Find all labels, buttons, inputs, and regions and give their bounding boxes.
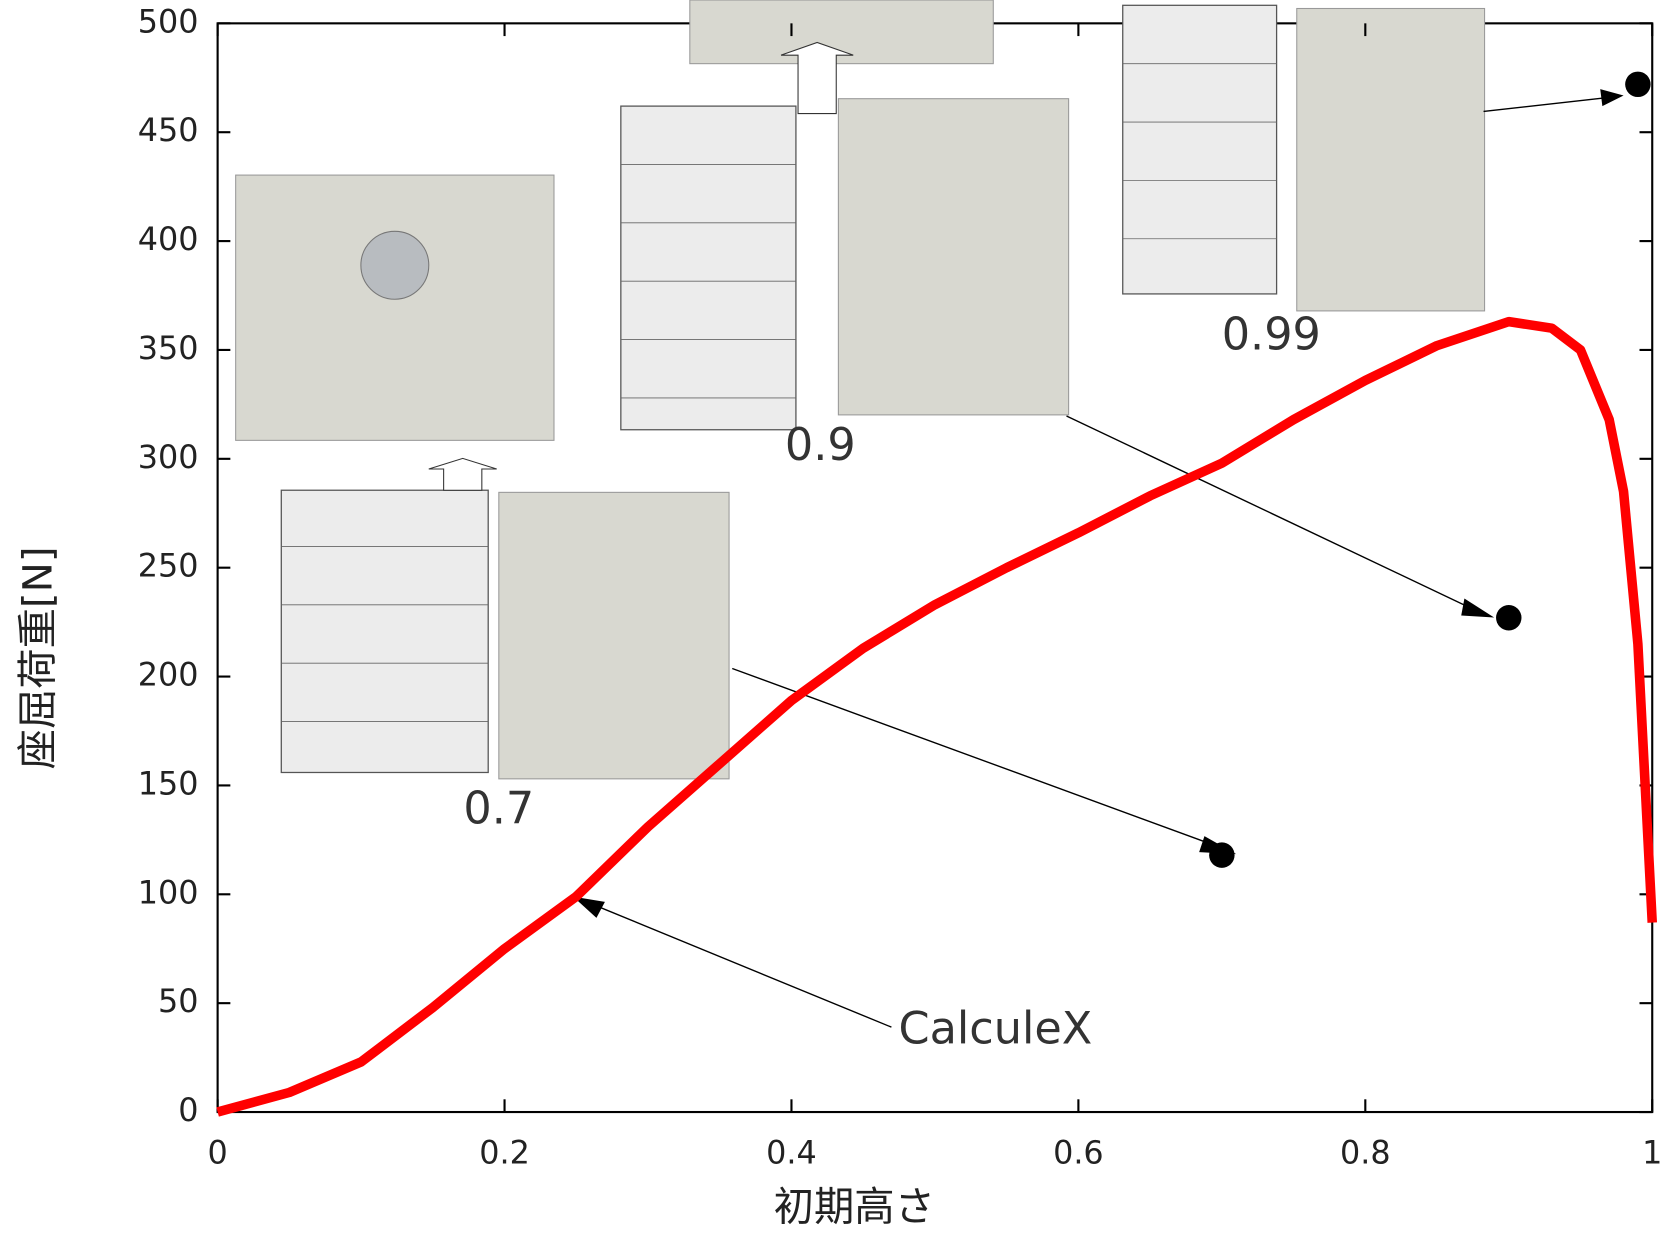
pointer-line [1066, 415, 1476, 611]
up-arrow [428, 457, 497, 491]
x-tick-label: 0.6 [1053, 1133, 1104, 1171]
curve [216, 316, 1658, 1117]
y-tick-label: 200 [138, 656, 199, 694]
pointer-line [1483, 96, 1608, 113]
bolt [360, 230, 430, 300]
mesh-lines [281, 63, 1277, 722]
data-point [1625, 71, 1651, 98]
y-tick-label: 400 [138, 220, 199, 258]
series-label: CalculeX [899, 1002, 1093, 1054]
mesh-model [280, 489, 489, 774]
arrowhead [1600, 89, 1624, 107]
data-point [1496, 605, 1522, 631]
mesh-model [620, 105, 797, 431]
mesh-model [1122, 4, 1278, 295]
point-label: 0.7 [463, 783, 534, 835]
y-axis-label: 座屈荷重[N] [14, 546, 61, 769]
x-tick-label: 0.4 [766, 1133, 817, 1171]
x-axis-label: 初期高さ [774, 1184, 935, 1231]
pointer-line [732, 667, 1210, 845]
up-arrow [780, 41, 854, 115]
pointer-line [581, 899, 892, 1028]
y-tick-label: 250 [138, 547, 199, 585]
point-label: 0.9 [785, 419, 856, 471]
x-tick-label: 0.2 [479, 1133, 530, 1171]
y-tick-label: 50 [158, 982, 199, 1020]
photo-fragments [235, 174, 555, 441]
arrowhead [573, 896, 605, 918]
y-tick-label: 150 [138, 764, 199, 802]
arrowhead [1461, 598, 1495, 618]
data-point [1209, 842, 1235, 868]
point-label: 0.99 [1222, 308, 1321, 360]
x-tick-label: 0.8 [1340, 1133, 1391, 1171]
photo-specimen [837, 98, 1070, 416]
x-tick-label: 0 [207, 1133, 227, 1171]
y-tick-label: 0 [178, 1091, 198, 1129]
y-tick-label: 450 [138, 111, 199, 149]
y-tick-label: 300 [138, 438, 199, 476]
y-tick-label: 350 [138, 329, 199, 367]
x-tick-label: 1 [1642, 1133, 1662, 1171]
y-tick-label: 100 [138, 873, 199, 911]
photo-specimen [498, 491, 730, 780]
photo-specimen [1296, 7, 1486, 312]
y-tick-label: 500 [138, 2, 199, 40]
illustrations [235, 0, 1486, 780]
